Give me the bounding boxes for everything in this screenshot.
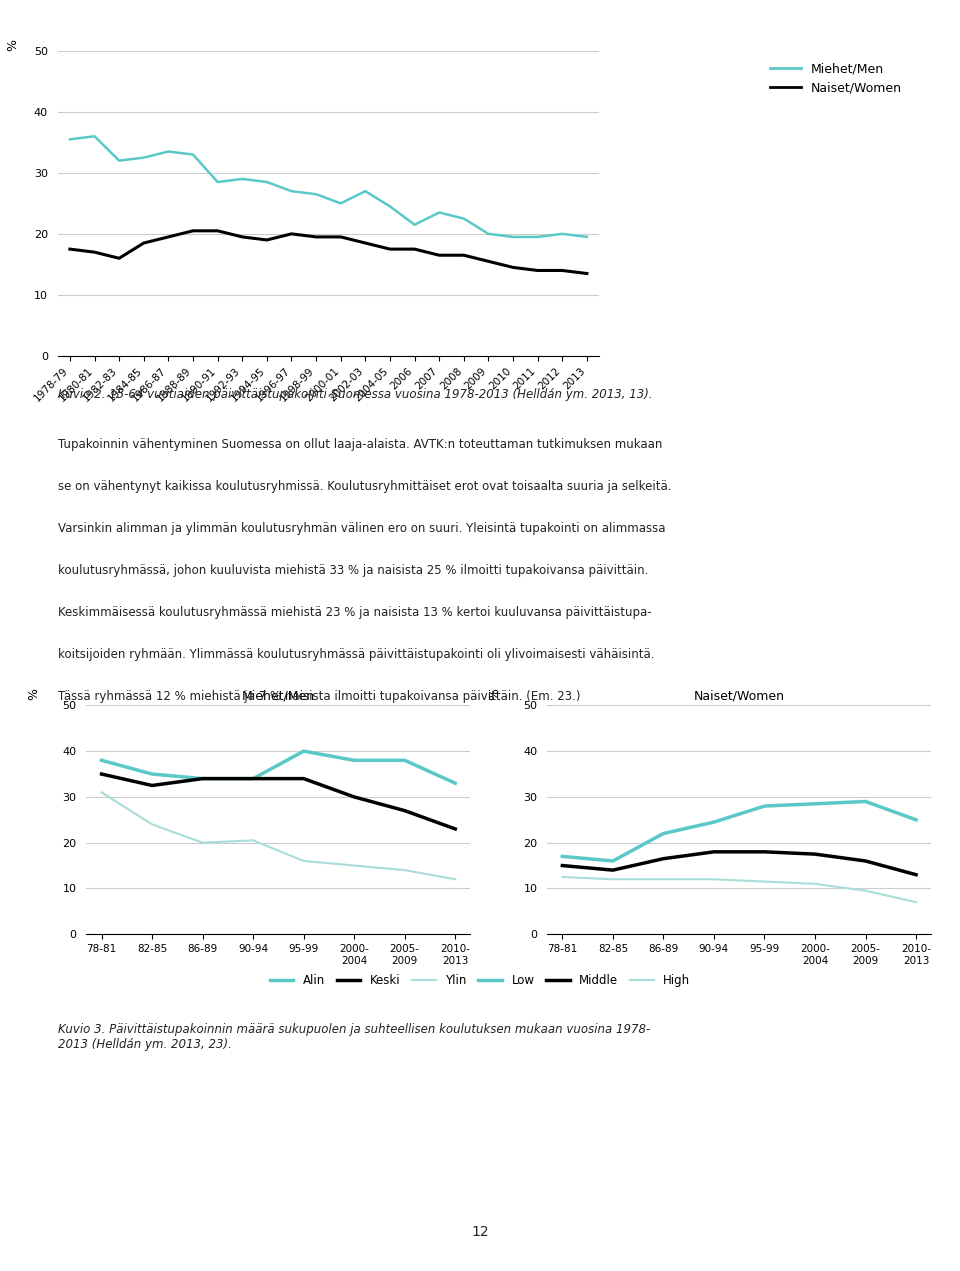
Text: Kuvio 3. Päivittäistupakoinnin määrä sukupuolen ja suhteellisen koulutuksen muka: Kuvio 3. Päivittäistupakoinnin määrä suk… bbox=[58, 1023, 650, 1051]
Text: koulutusryhmässä, johon kuuluvista miehistä 33 % ja naisista 25 % ilmoitti tupak: koulutusryhmässä, johon kuuluvista miehi… bbox=[58, 564, 648, 577]
Y-axis label: %: % bbox=[27, 688, 40, 700]
Text: Kuvio 2. 15-64 vuotiaiden päivittäistupakointi Suomessa vuosina 1978-2013 (Helld: Kuvio 2. 15-64 vuotiaiden päivittäistupa… bbox=[58, 388, 652, 400]
Text: se on vähentynyt kaikissa koulutusryhmissä. Koulutusryhmittäiset erot ovat toisa: se on vähentynyt kaikissa koulutusryhmis… bbox=[58, 480, 671, 493]
Text: Tupakoinnin vähentyminen Suomessa on ollut laaja-alaista. AVTK:n toteuttaman tut: Tupakoinnin vähentyminen Suomessa on oll… bbox=[58, 438, 662, 451]
Title: Naiset/Women: Naiset/Women bbox=[694, 690, 784, 703]
Legend: Alin, Keski, Ylin, Low, Middle, High: Alin, Keski, Ylin, Low, Middle, High bbox=[265, 970, 695, 991]
Y-axis label: %: % bbox=[7, 38, 20, 51]
Title: Miehet/Men: Miehet/Men bbox=[242, 690, 315, 703]
Text: koitsijoiden ryhmään. Ylimmässä koulutusryhmässä päivittäistupakointi oli ylivoi: koitsijoiden ryhmään. Ylimmässä koulutus… bbox=[58, 648, 654, 661]
Legend: Miehet/Men, Naiset/Women: Miehet/Men, Naiset/Women bbox=[765, 57, 907, 99]
Text: 12: 12 bbox=[471, 1225, 489, 1239]
Text: Keskimmäisessä koulutusryhmässä miehistä 23 % ja naisista 13 % kertoi kuuluvansa: Keskimmäisessä koulutusryhmässä miehistä… bbox=[58, 606, 651, 619]
Text: Tässä ryhmässä 12 % miehistä ja 7 % naisista ilmoitti tupakoivansa päivittäin. (: Tässä ryhmässä 12 % miehistä ja 7 % nais… bbox=[58, 690, 580, 703]
Y-axis label: %: % bbox=[488, 688, 501, 700]
Text: Varsinkin alimman ja ylimmän koulutusryhmän välinen ero on suuri. Yleisintä tupa: Varsinkin alimman ja ylimmän koulutusryh… bbox=[58, 522, 665, 535]
